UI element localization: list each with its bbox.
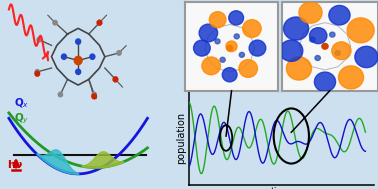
Circle shape — [58, 92, 62, 97]
Y-axis label: population: population — [176, 112, 186, 164]
Circle shape — [280, 40, 303, 61]
Circle shape — [62, 54, 67, 59]
Circle shape — [284, 17, 308, 40]
Circle shape — [239, 60, 257, 77]
X-axis label: time: time — [271, 187, 293, 189]
Circle shape — [76, 39, 81, 44]
Circle shape — [222, 68, 237, 82]
Circle shape — [35, 71, 40, 76]
Circle shape — [199, 24, 218, 42]
Text: Q$_y$: Q$_y$ — [14, 111, 29, 126]
Circle shape — [229, 11, 243, 25]
Circle shape — [227, 45, 232, 51]
Circle shape — [98, 20, 102, 25]
Circle shape — [355, 46, 378, 68]
Circle shape — [97, 20, 102, 25]
Circle shape — [220, 57, 225, 62]
Circle shape — [226, 41, 237, 52]
Circle shape — [330, 32, 335, 37]
Circle shape — [239, 52, 245, 57]
Circle shape — [347, 18, 374, 43]
Circle shape — [234, 34, 239, 39]
Circle shape — [310, 28, 327, 44]
Circle shape — [202, 57, 220, 75]
Circle shape — [194, 40, 210, 56]
Circle shape — [35, 70, 39, 74]
Circle shape — [332, 42, 351, 60]
Circle shape — [315, 56, 321, 60]
Circle shape — [92, 94, 96, 99]
Circle shape — [299, 2, 322, 23]
Circle shape — [209, 12, 226, 28]
Circle shape — [113, 77, 118, 82]
Circle shape — [74, 56, 82, 65]
Circle shape — [90, 54, 95, 59]
Circle shape — [113, 77, 118, 82]
Circle shape — [117, 51, 121, 55]
Circle shape — [314, 72, 336, 92]
Circle shape — [287, 57, 311, 80]
Text: Q$_x$: Q$_x$ — [14, 96, 29, 110]
Circle shape — [53, 20, 57, 25]
Text: hν: hν — [7, 160, 22, 170]
Circle shape — [338, 66, 364, 89]
Circle shape — [243, 20, 261, 37]
Circle shape — [76, 69, 81, 74]
Circle shape — [37, 37, 41, 42]
Circle shape — [329, 5, 350, 25]
Circle shape — [92, 92, 96, 97]
Circle shape — [322, 43, 328, 49]
Circle shape — [215, 39, 220, 44]
Circle shape — [335, 51, 340, 56]
Circle shape — [249, 40, 266, 56]
Circle shape — [310, 37, 315, 42]
